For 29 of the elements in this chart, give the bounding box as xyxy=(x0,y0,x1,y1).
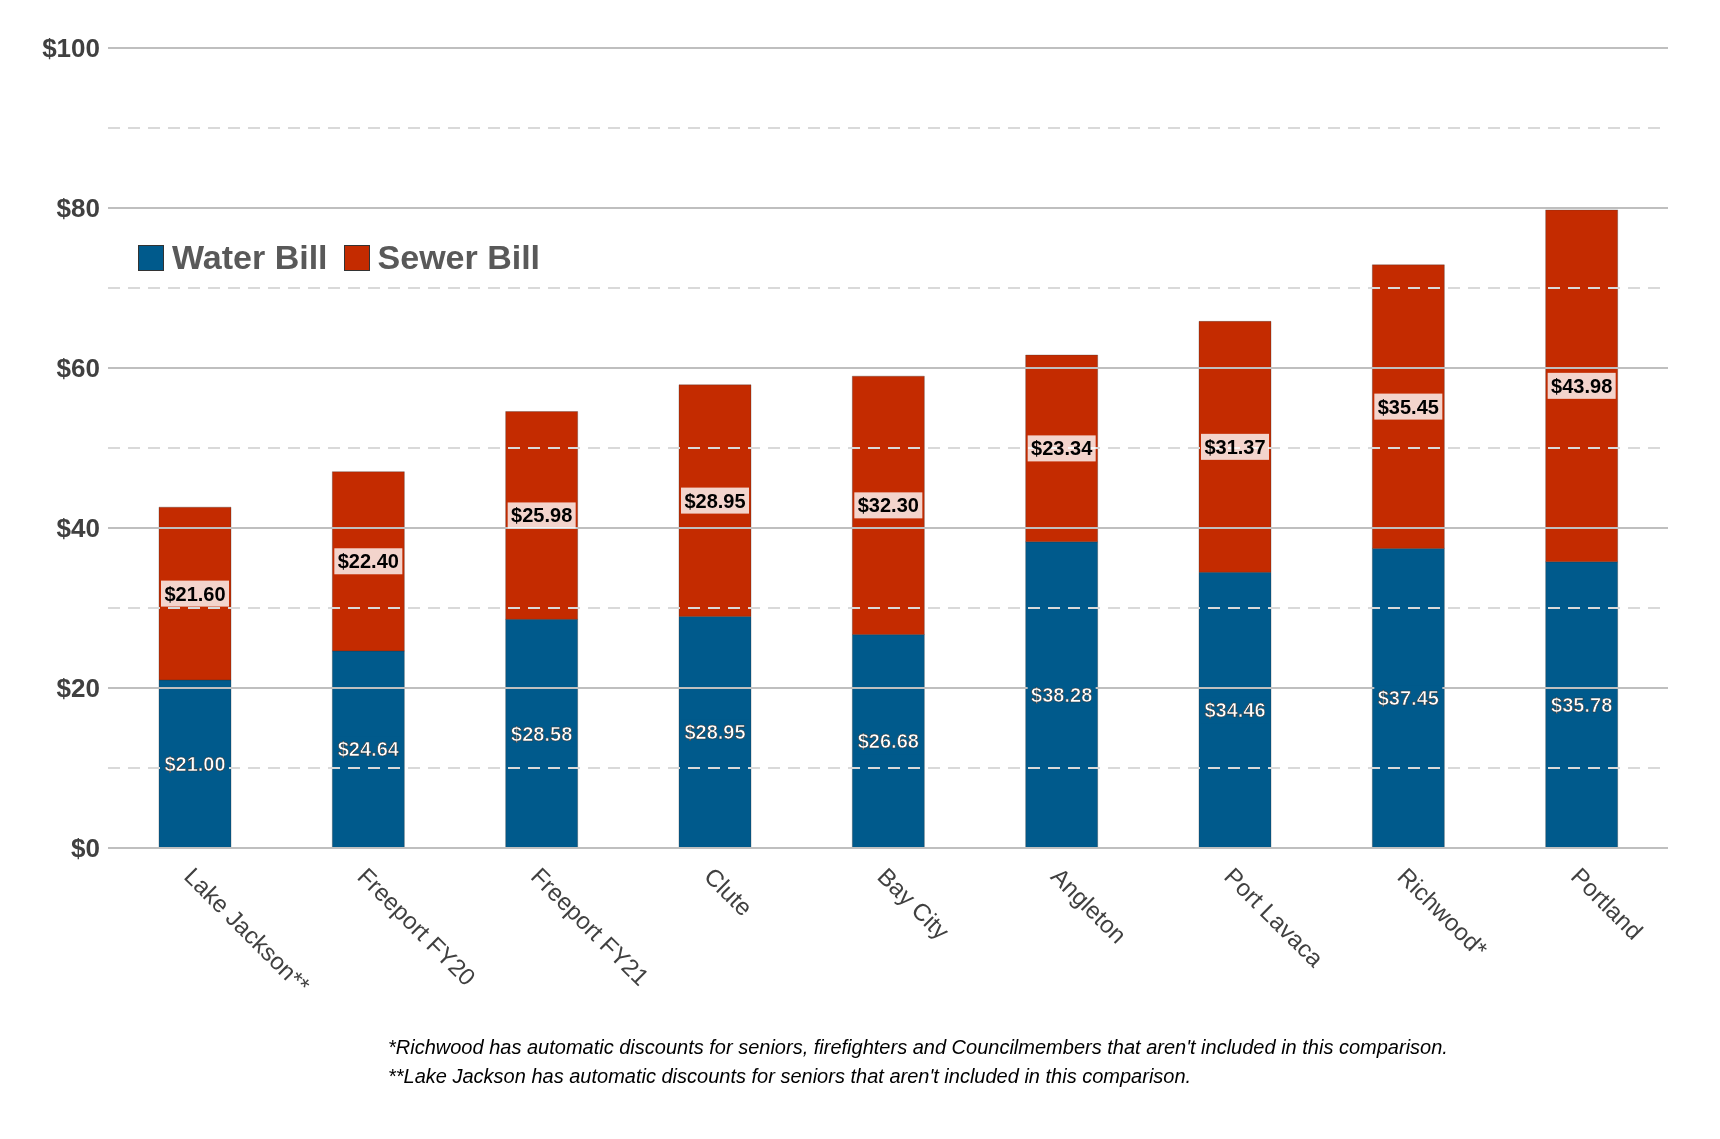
data-label: $24.64 xyxy=(337,738,400,761)
data-label: $23.34 xyxy=(1031,437,1094,460)
data-label: $34.46 xyxy=(1204,699,1266,722)
y-tick-label: $100 xyxy=(42,33,100,64)
data-label: $25.98 xyxy=(511,504,573,527)
data-label: $32.30 xyxy=(857,494,919,517)
y-tick-label: $40 xyxy=(56,513,100,544)
x-tick-label: Bay City xyxy=(872,862,955,945)
y-tick-label: $80 xyxy=(56,193,100,224)
data-label: $21.00 xyxy=(164,753,226,775)
data-label: $28.95 xyxy=(684,721,746,744)
data-label: $37.45 xyxy=(1377,687,1439,710)
y-tick-label: $0 xyxy=(71,833,100,864)
data-label: $26.68 xyxy=(857,730,919,753)
text: **Lake Jackson has automatic discounts for seniors that aren't included in this comparison. xyxy=(388,1064,1193,1089)
data-label: $43.98 xyxy=(1551,374,1613,397)
data-label: $28.58 xyxy=(511,722,573,745)
data-label: $35.45 xyxy=(1377,395,1439,418)
data-label: $31.37 xyxy=(1204,435,1266,458)
data-label: $21.60 xyxy=(164,582,226,605)
text: *Richwood has automatic discounts for seniors, firefighters and Councilmembers that aren't included in this comparison. xyxy=(388,1035,1449,1060)
y-tick-label: $20 xyxy=(56,673,100,704)
data-label: $22.40 xyxy=(337,550,399,573)
legend-label: Water Bill xyxy=(172,238,328,277)
data-label: $35.78 xyxy=(1551,693,1613,716)
data-label: $28.95 xyxy=(684,489,746,512)
legend-label: Sewer Bill xyxy=(377,238,541,277)
data-label: $38.28 xyxy=(1031,683,1093,706)
y-tick-label: $60 xyxy=(56,353,100,384)
